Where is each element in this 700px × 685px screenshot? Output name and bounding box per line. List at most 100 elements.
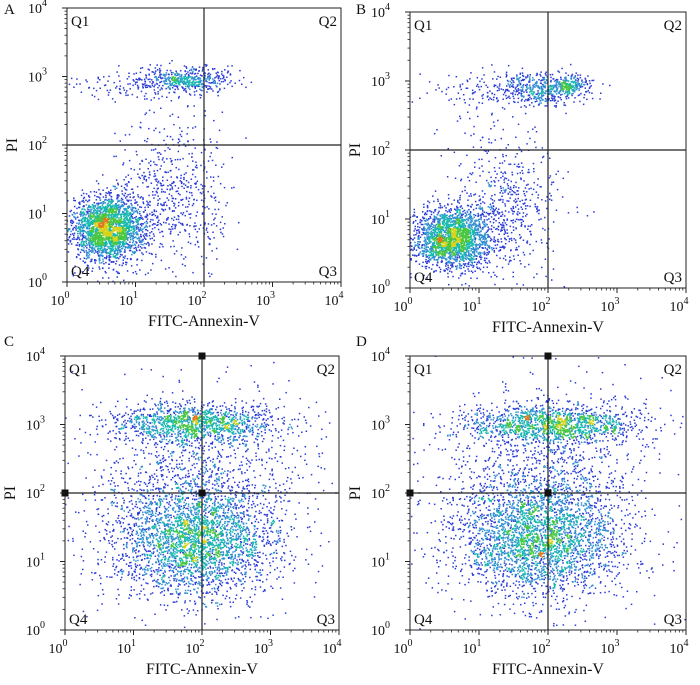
data-point <box>82 236 84 239</box>
data-point <box>204 222 206 224</box>
data-point <box>105 196 107 198</box>
data-point <box>127 245 130 247</box>
data-point <box>85 238 88 241</box>
data-point <box>185 198 188 200</box>
data-point <box>105 240 107 243</box>
data-point <box>80 223 82 226</box>
data-point <box>523 91 525 93</box>
data-point <box>175 82 178 85</box>
data-point <box>126 243 128 245</box>
data-point <box>167 76 170 79</box>
data-point <box>99 209 101 211</box>
data-point <box>136 211 139 213</box>
data-point <box>458 202 460 204</box>
data-point <box>136 212 139 214</box>
data-point <box>114 250 117 252</box>
data-point <box>91 235 93 237</box>
data-point <box>416 232 418 234</box>
data-point <box>134 206 136 209</box>
data-point <box>132 226 134 229</box>
data-point <box>109 230 111 232</box>
data-point <box>87 213 90 215</box>
data-point <box>170 169 172 172</box>
data-point <box>132 236 135 238</box>
x-tick-base: 10 <box>119 294 133 309</box>
data-point <box>480 214 482 216</box>
data-point <box>536 73 538 76</box>
data-point <box>116 241 118 243</box>
data-point <box>152 191 154 193</box>
data-point <box>90 239 92 241</box>
data-point <box>99 239 102 242</box>
data-point <box>114 206 116 208</box>
data-point <box>497 212 499 214</box>
data-point <box>424 212 427 214</box>
data-point <box>464 132 466 134</box>
data-point <box>171 87 174 89</box>
data-point <box>221 70 223 73</box>
data-point <box>540 75 542 77</box>
data-point <box>104 206 107 208</box>
data-point <box>82 224 84 227</box>
data-point <box>137 222 139 224</box>
data-point <box>155 256 157 258</box>
data-point <box>77 230 80 233</box>
data-point <box>227 70 229 72</box>
data-point <box>552 250 554 252</box>
data-point <box>134 228 136 231</box>
data-point <box>503 160 506 162</box>
data-point <box>509 225 512 228</box>
data-point <box>199 81 202 83</box>
data-point <box>491 210 494 213</box>
data-point <box>507 187 510 189</box>
data-point <box>527 94 530 97</box>
data-point <box>125 263 127 266</box>
data-point <box>153 111 155 114</box>
data-point <box>160 77 163 80</box>
data-point <box>512 95 514 98</box>
data-point <box>109 229 112 231</box>
data-point <box>153 73 156 76</box>
data-point <box>80 243 82 245</box>
data-point <box>190 178 193 180</box>
data-point <box>123 89 126 91</box>
data-point <box>159 231 161 234</box>
data-point <box>506 75 508 77</box>
data-point <box>512 213 514 215</box>
data-point <box>114 204 116 206</box>
data-point <box>513 185 515 187</box>
y-axis-title: PI <box>4 138 21 152</box>
data-point <box>436 264 438 266</box>
data-point <box>125 246 128 248</box>
data-point <box>104 248 106 250</box>
data-point <box>82 235 84 237</box>
data-point <box>181 80 183 82</box>
data-point <box>119 224 121 227</box>
data-point <box>209 86 212 88</box>
data-point <box>453 262 455 264</box>
data-point <box>164 201 167 204</box>
data-point <box>92 222 94 224</box>
data-point <box>475 258 477 260</box>
data-point <box>155 79 158 82</box>
data-point <box>160 165 162 167</box>
data-point <box>131 236 133 238</box>
data-point <box>540 79 543 81</box>
data-point <box>102 196 105 198</box>
data-point <box>142 197 144 199</box>
data-point <box>513 210 515 213</box>
data-point <box>197 241 199 244</box>
data-point <box>195 68 197 70</box>
data-point <box>179 158 181 161</box>
data-point <box>414 215 416 217</box>
data-point <box>439 203 441 205</box>
data-point <box>84 224 87 226</box>
data-point <box>515 227 517 230</box>
data-point <box>171 84 173 86</box>
data-point <box>157 180 160 183</box>
data-point <box>86 226 89 229</box>
data-point <box>148 85 151 88</box>
data-point <box>143 177 145 179</box>
data-point <box>103 210 105 212</box>
